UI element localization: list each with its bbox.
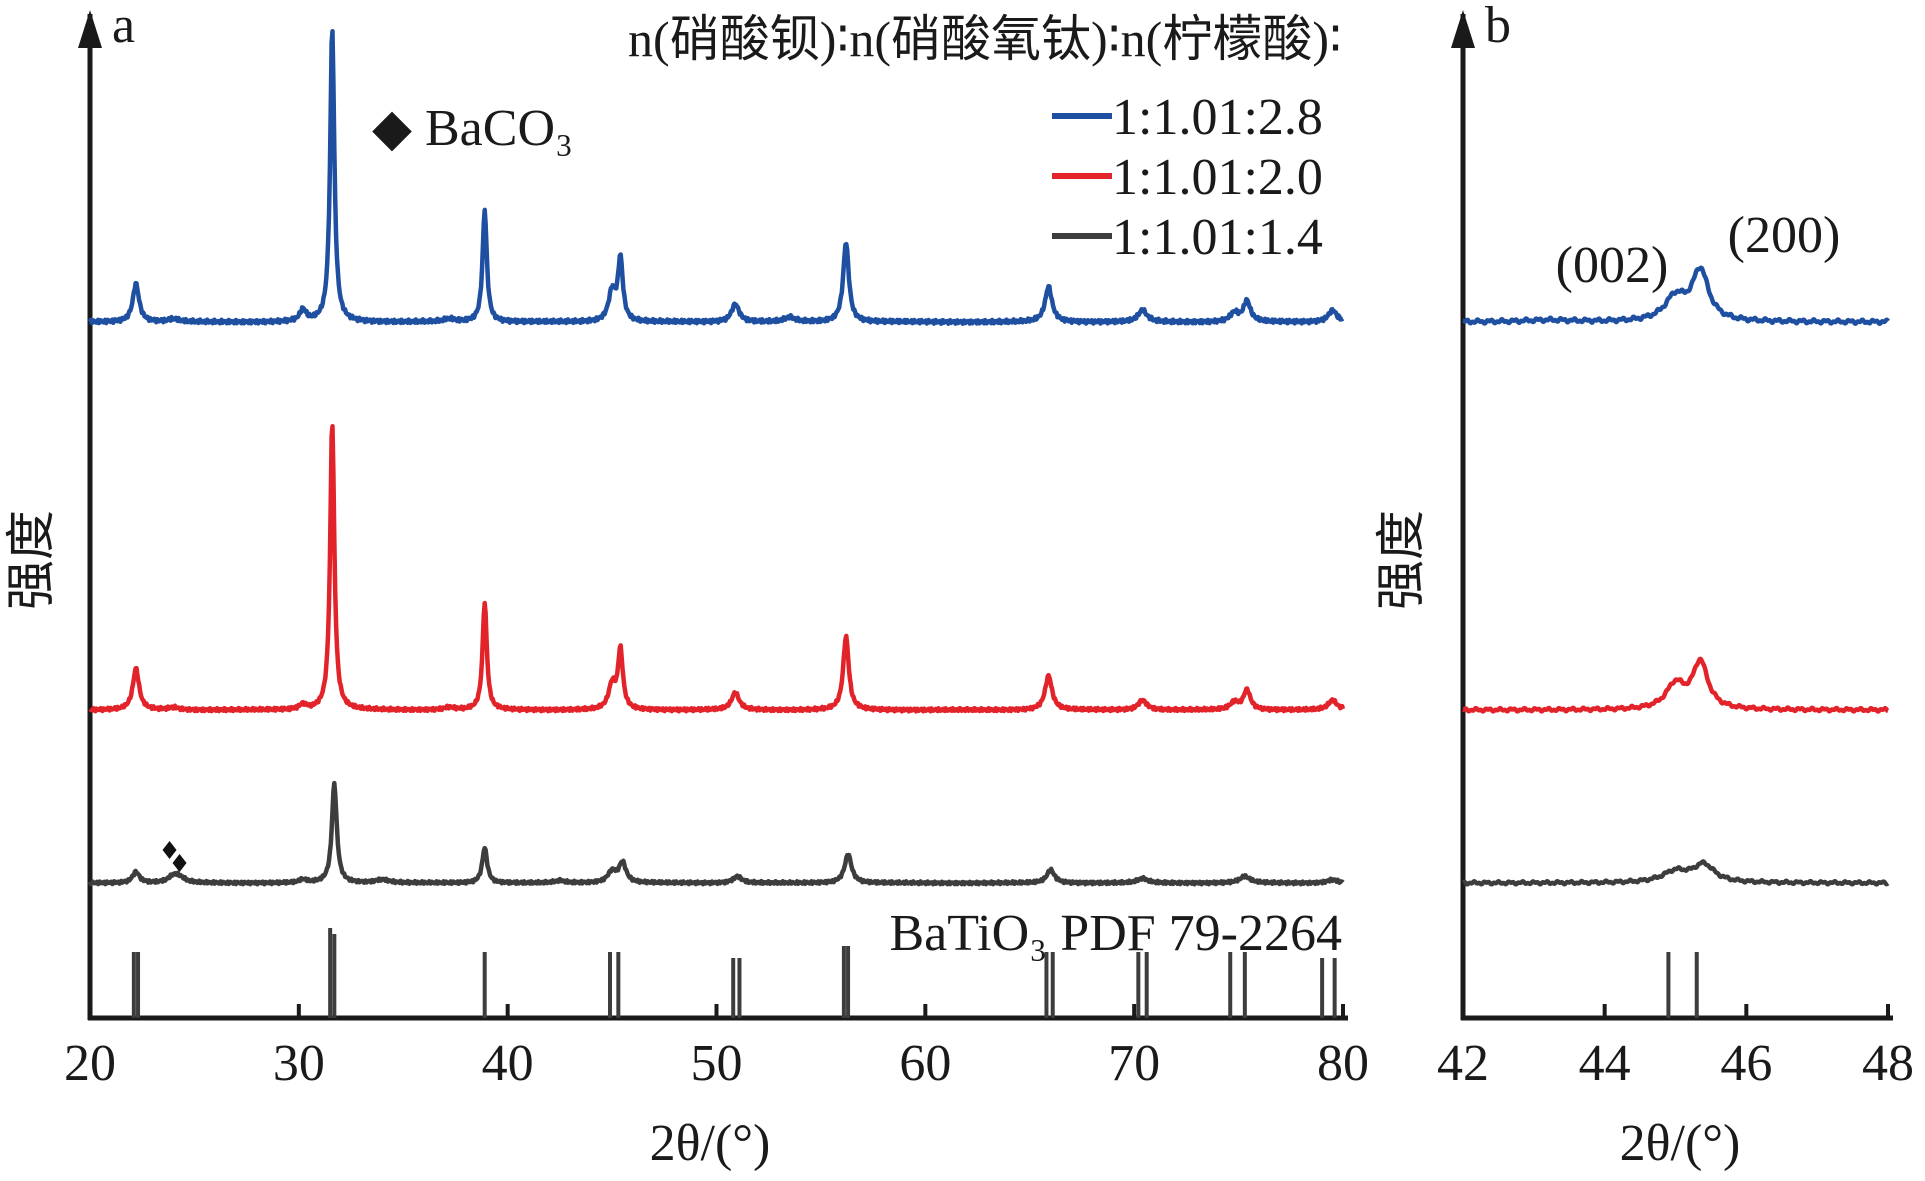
legend-label-0: 1:1.01:2.8	[1112, 89, 1323, 146]
panel-b-letter: b	[1485, 0, 1511, 54]
panel-b-x-ticks	[1461, 1004, 1890, 1018]
series-line-1-1-01-2-0	[88, 424, 1346, 714]
panel-b-y-label: 强度	[1373, 510, 1429, 610]
x-tick-label: 46	[1720, 1035, 1772, 1092]
panel-a-reference-lines	[131, 928, 1337, 1018]
baco3-diamond	[172, 854, 187, 872]
x-tick-label: 40	[482, 1035, 534, 1092]
panel-b: b 42 44 46 48 2θ/(°) 强度 (002) (200)	[1373, 0, 1914, 1172]
panel-b-x-label: 2θ/(°)	[1620, 1115, 1741, 1172]
panel-b-reference-lines	[1666, 952, 1699, 1018]
baco3-diamond	[162, 841, 177, 859]
x-tick-label: 42	[1437, 1035, 1489, 1092]
legend-label-2: 1:1.01:1.4	[1112, 209, 1323, 266]
panel-a-x-tick-labels: 20 30 40 50 60 70 80	[64, 1035, 1369, 1092]
panel-a-x-label: 2θ/(°)	[650, 1115, 771, 1172]
panel-a-series-group	[87, 29, 1346, 887]
x-tick-label: 20	[64, 1035, 116, 1092]
series-line-1-1-01-2-0	[1461, 656, 1890, 714]
x-tick-label: 30	[273, 1035, 325, 1092]
legend-label-1: 1:1.01:2.0	[1112, 149, 1323, 206]
series-line-1-1-01-2-8	[87, 29, 1345, 326]
panel-a: a 20 30 40 50 60 70 80 2θ/(°) 强度 n(硝酸钡)∶n(硝酸氧钛…	[3, 0, 1369, 1172]
x-tick-label: 48	[1862, 1035, 1914, 1092]
x-tick-label: 70	[1108, 1035, 1160, 1092]
x-tick-label: 60	[899, 1035, 951, 1092]
panel-b-y-arrow	[1451, 10, 1475, 48]
panel-a-legend: n(硝酸钡)∶n(硝酸氧钛)∶n(柠檬酸)∶ 1:1.01:2.8 1:1.01…	[628, 11, 1342, 266]
panel-b-series-group	[1461, 265, 1890, 887]
panel-b-x-tick-labels: 42 44 46 48	[1437, 1035, 1914, 1092]
panel-a-y-label: 强度	[3, 510, 59, 610]
series-line-1-1-01-2-8	[1461, 265, 1890, 327]
panel-a-letter: a	[112, 0, 135, 54]
legend-title: n(硝酸钡)∶n(硝酸氧钛)∶n(柠檬酸)∶	[628, 11, 1342, 67]
peak-label-200: (200)	[1728, 207, 1841, 264]
series-line-1-1-01-1-4	[1461, 859, 1890, 887]
series-line-1-1-01-1-4	[87, 780, 1345, 887]
x-tick-label: 44	[1579, 1035, 1631, 1092]
baco3-annotation: ◆ BaCO₃	[372, 100, 573, 157]
pdf-reference-label: BaTiO₃ PDF 79-2264	[889, 905, 1342, 962]
peak-label-002: (002)	[1556, 237, 1669, 294]
panel-a-y-arrow	[78, 10, 102, 48]
x-tick-label: 80	[1317, 1035, 1369, 1092]
panel-a-x-ticks	[88, 1004, 1345, 1018]
baco3-diamond-markers	[162, 841, 187, 872]
x-tick-label: 50	[691, 1035, 743, 1092]
